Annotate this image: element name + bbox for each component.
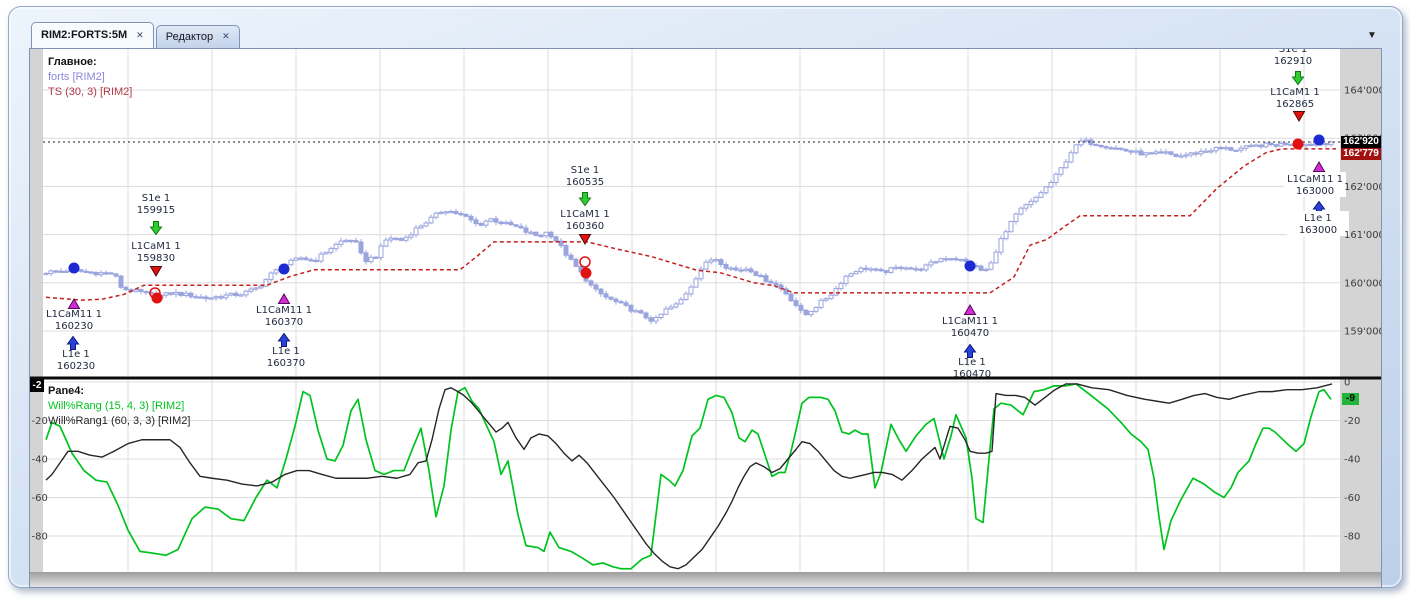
trade-marker-label: 160370 (267, 358, 305, 369)
trade-marker-label: L1e 1 (958, 357, 986, 368)
exit-triangle-up-icon (963, 304, 977, 315)
pane4-axis-tick: -20 (32, 416, 48, 427)
trade-marker-label: S1e 1 (571, 165, 599, 176)
pane4-last-value-badge-right: -9 (1342, 393, 1359, 406)
trade-marker-label: 162910 (1274, 56, 1312, 67)
marker-label-bg (1287, 211, 1349, 236)
sell-entry-arrow-icon (578, 192, 592, 207)
tab-label: RIM2:FORTS:5M (41, 29, 128, 41)
pane4-axis-tick: -40 (1344, 455, 1360, 466)
trade-marker-label: 160370 (265, 317, 303, 328)
exit-triangle-up-icon (67, 298, 81, 309)
buy-entry-arrow-icon (963, 343, 977, 358)
pane4-axis-tick: -40 (32, 455, 48, 466)
trade-dot-icon (964, 260, 976, 272)
trade-marker-label: L1CaM11 1 (256, 305, 312, 316)
trade-marker-label: S1e 1 (1279, 49, 1307, 55)
trade-ring-icon (579, 256, 591, 268)
pane4-last-value-badge-left: -2 (30, 379, 44, 392)
marker-label-bg (1284, 172, 1346, 197)
buy-entry-arrow-icon (66, 335, 80, 350)
chart-client-area: S1e 1 159915 L1CaM1 1 159830 L1CaM11 1 160230… (29, 48, 1382, 588)
trade-marker-label: L1CaM11 1 (1287, 174, 1343, 185)
price-axis-tick: 162'000 (1344, 182, 1381, 193)
trade-marker-label: L1CaM1 1 (560, 209, 610, 220)
tab-bar: RIM2:FORTS:5M ✕ Редактор ✕ (31, 22, 240, 48)
sell-entry-arrow-icon (1291, 71, 1305, 86)
trade-marker-label: L1CaM1 1 (131, 241, 181, 252)
price-axis-tick: 161'000 (1344, 230, 1381, 241)
sell-entry-arrow-icon (149, 221, 163, 236)
tab-rim2-forts-5m[interactable]: RIM2:FORTS:5M ✕ (31, 22, 154, 48)
trade-dot-icon (151, 292, 163, 304)
exit-triangle-down-icon (149, 266, 163, 277)
close-tab-icon[interactable]: ✕ (222, 31, 230, 41)
time-axis-strip (30, 572, 1381, 587)
pane-divider (30, 376, 1381, 380)
close-tab-icon[interactable]: ✕ (136, 29, 144, 40)
trade-marker-label: L1CaM11 1 (46, 309, 102, 320)
trade-marker-label: 160230 (55, 321, 93, 332)
tab-editor[interactable]: Редактор ✕ (155, 25, 240, 48)
trade-marker-label: L1CaM1 1 (1270, 87, 1320, 98)
pane4-axis-tick: -60 (32, 493, 48, 504)
trade-marker-label: L1e 1 (272, 346, 300, 357)
pane4-axis-tick: 0 (1344, 378, 1350, 389)
trade-marker-label: 160470 (951, 328, 989, 339)
trade-marker-label: 163000 (1299, 225, 1337, 236)
trade-marker-label: 160360 (566, 221, 604, 232)
trade-marker-label: L1e 1 (1304, 213, 1332, 224)
tab-list-dropdown-icon[interactable]: ▼ (1367, 30, 1377, 41)
exit-triangle-down-icon (578, 234, 592, 245)
trade-marker-label: 159915 (137, 205, 175, 216)
willrang-line (45, 383, 1332, 570)
pane4-axis-tick: -80 (1344, 532, 1360, 543)
exit-triangle-up-icon (277, 293, 291, 304)
candlestick-series (43, 136, 1334, 325)
trailing-stop-line (45, 148, 1336, 301)
trade-dot-icon (278, 263, 290, 275)
exit-triangle-down-icon (1292, 111, 1306, 122)
price-axis-tick: 159'000 (1344, 327, 1381, 338)
pane4-axis-tick: -80 (32, 532, 48, 543)
trade-dot-icon (68, 262, 80, 274)
trade-marker-label: 160470 (953, 369, 991, 380)
trade-marker-label: L1e 1 (62, 349, 90, 360)
price-axis-tick: 164'000 (1344, 86, 1381, 97)
trade-dot-icon (580, 267, 592, 279)
trade-marker-label: S1e 1 (142, 193, 170, 204)
last-price-badge: 162'920 (1341, 136, 1381, 149)
app-window: RIM2:FORTS:5M ✕ Редактор ✕ ▼ S1e 1 159915… (8, 6, 1403, 588)
exit-triangle-up-icon (1312, 161, 1326, 172)
trailing-stop-badge: 162'779 (1341, 148, 1381, 161)
price-axis-tick: 160'000 (1344, 278, 1381, 289)
trade-marker-label: 163000 (1296, 186, 1334, 197)
pane4-axis-tick: -60 (1344, 493, 1360, 504)
gridlines (43, 49, 1340, 572)
tab-label: Редактор (165, 30, 214, 43)
trade-marker-label: 159830 (137, 253, 175, 264)
trade-dot-icon (1313, 134, 1325, 146)
trade-marker-label: 162865 (1276, 99, 1314, 110)
trade-dot-icon (1292, 138, 1304, 150)
trade-marker-label: L1CaM11 1 (942, 316, 998, 327)
buy-entry-arrow-icon (277, 332, 291, 347)
willrang1-line (45, 383, 1333, 570)
trade-marker-label: 160535 (566, 177, 604, 188)
trade-marker-label: 160230 (57, 361, 95, 372)
pane4-axis-tick: -20 (1344, 416, 1360, 427)
left-axis-strip (30, 49, 43, 572)
